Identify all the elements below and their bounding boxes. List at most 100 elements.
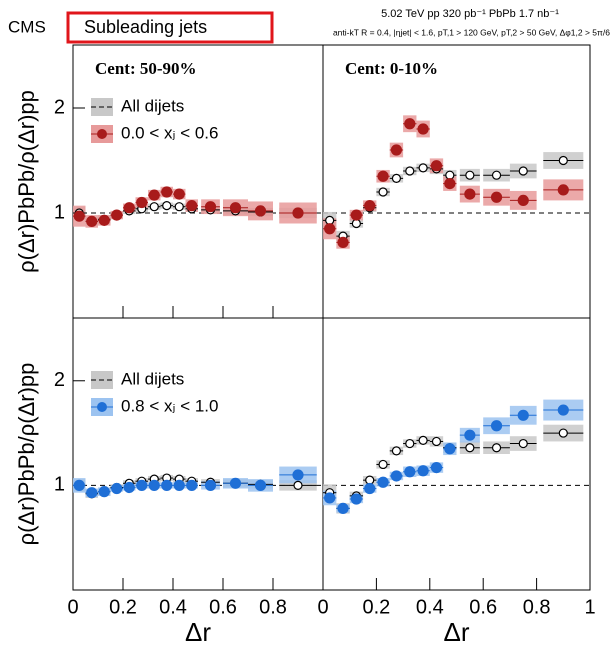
marker: [292, 469, 304, 481]
marker: [186, 479, 198, 491]
marker: [418, 435, 428, 445]
marker: [417, 123, 429, 135]
x-tick-label: 0.6: [469, 596, 497, 618]
x-tick-label: 0: [67, 596, 78, 618]
marker: [418, 163, 428, 173]
x-tick-label: 0.2: [109, 596, 137, 618]
x-axis-label: Δr: [185, 617, 211, 647]
marker: [405, 166, 415, 176]
marker: [123, 481, 135, 494]
marker: [378, 187, 388, 197]
marker: [136, 479, 148, 491]
marker: [430, 462, 443, 474]
marker: [391, 446, 402, 456]
y-axis-label: ρ(Δr)PbPb/ρ(Δr)pp: [14, 363, 39, 546]
selection-box: [66, 11, 274, 44]
marker: [391, 173, 402, 183]
marker: [204, 201, 217, 213]
x-tick-label: 0: [317, 596, 328, 618]
marker: [173, 479, 185, 491]
marker: [404, 118, 416, 130]
marker: [204, 479, 217, 491]
marker: [390, 144, 403, 156]
marker: [86, 487, 98, 499]
marker: [431, 436, 442, 447]
marker: [292, 207, 304, 219]
marker: [337, 502, 349, 514]
marker: [465, 443, 475, 453]
marker: [417, 465, 429, 477]
x-tick-label: 0.8: [259, 596, 287, 618]
marker: [404, 466, 416, 478]
y-tick-label: 2: [54, 369, 65, 391]
marker: [464, 188, 476, 200]
y-axis-label: ρ(Δr)PbPb/ρ(Δr)pp: [14, 90, 39, 273]
marker: [173, 188, 185, 200]
x-tick-label: 0.6: [209, 596, 237, 618]
marker: [518, 166, 528, 176]
legend-label: 0.8 < xⱼ < 1.0: [121, 396, 218, 415]
marker: [377, 170, 389, 182]
y-tick-label: 2: [54, 96, 65, 118]
marker: [350, 493, 362, 505]
marker: [517, 409, 529, 421]
legend-marker: [97, 402, 107, 412]
x-tick-label: 0.2: [362, 596, 390, 618]
marker: [444, 178, 456, 190]
legend-label: 0.0 < xⱼ < 0.6: [121, 123, 218, 142]
marker: [73, 210, 85, 222]
marker: [337, 236, 349, 248]
marker: [73, 479, 85, 491]
marker: [148, 479, 160, 491]
x-tick-label: 0.8: [523, 596, 551, 618]
marker: [491, 170, 502, 180]
marker: [229, 202, 242, 214]
x-tick-label: 0.4: [416, 596, 444, 618]
marker: [136, 196, 148, 209]
marker: [405, 438, 415, 449]
marker: [390, 470, 403, 482]
marker: [98, 214, 110, 226]
legend-label: All dijets: [121, 369, 184, 388]
marker: [162, 201, 172, 211]
marker: [186, 200, 198, 212]
marker: [377, 476, 389, 488]
marker: [557, 184, 569, 196]
marker: [98, 486, 110, 498]
marker: [254, 479, 267, 491]
marker: [161, 186, 173, 198]
marker: [350, 209, 362, 221]
panel-title: Cent: 0-10%: [345, 59, 438, 78]
legend-label: All dijets: [121, 96, 184, 115]
x-tick-label: 0.4: [159, 596, 187, 618]
marker: [378, 459, 388, 470]
marker: [490, 191, 503, 203]
legend-marker: [97, 129, 107, 139]
y-tick-label: 1: [54, 474, 65, 496]
marker: [111, 209, 123, 221]
marker: [364, 200, 376, 212]
y-tick-label: 1: [54, 201, 65, 223]
marker: [465, 170, 475, 180]
marker: [490, 420, 503, 432]
marker: [558, 428, 568, 438]
marker: [111, 482, 123, 495]
panel-title: Cent: 50-90%: [95, 59, 197, 78]
marker: [445, 170, 455, 180]
marker: [229, 477, 242, 489]
energy-label: 5.02 TeV pp 320 pb⁻¹ PbPb 1.7 nb⁻¹: [381, 8, 559, 20]
marker: [558, 155, 568, 166]
marker: [464, 429, 476, 441]
marker: [123, 202, 135, 214]
marker: [86, 215, 98, 227]
marker: [491, 443, 502, 453]
x-tick-label: 1: [584, 596, 595, 618]
panel-frame: [72, 44, 324, 319]
marker: [518, 438, 528, 449]
cuts-label: anti-kT R = 0.4, |ηjet| < 1.6, pT,1 > 12…: [333, 27, 610, 37]
marker: [148, 189, 160, 201]
marker: [293, 480, 303, 490]
marker: [161, 479, 173, 491]
panel-frame: [322, 317, 591, 591]
